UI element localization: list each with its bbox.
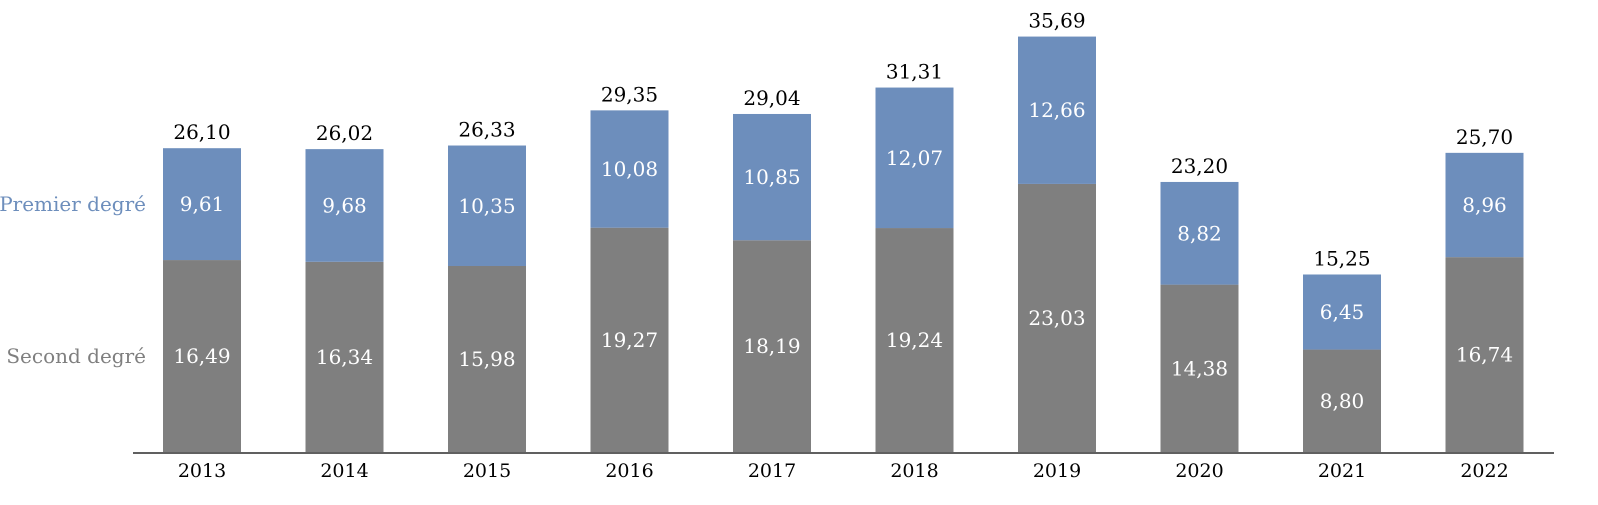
segment-label-premier-2018: 12,07 [886, 146, 943, 170]
bar-premier-2015 [448, 145, 526, 266]
bar-premier-2016 [590, 110, 669, 228]
x-tick-label-2020: 2020 [1175, 460, 1223, 482]
bar-second-2014 [305, 261, 384, 452]
total-label-2020: 23,20 [1171, 154, 1228, 178]
bar-second-2020 [1160, 284, 1239, 452]
segment-label-second-2019: 23,03 [1028, 306, 1085, 330]
x-tick-label-2014: 2014 [320, 460, 368, 482]
x-tick-label-2017: 2017 [748, 460, 796, 482]
bar-premier-2013 [163, 148, 241, 261]
segment-label-premier-2013: 9,61 [180, 192, 225, 216]
legend-label-second-degre: Second degré [6, 344, 146, 368]
segment-label-premier-2022: 8,96 [1462, 193, 1507, 217]
bar-second-2022 [1445, 257, 1524, 452]
total-label-2019: 35,69 [1028, 9, 1085, 33]
segment-label-second-2018: 19,24 [886, 328, 943, 352]
bar-premier-2021 [1303, 274, 1381, 350]
x-tick-label-2015: 2015 [463, 460, 511, 482]
bar-second-2015 [448, 265, 526, 452]
x-tick-label-2013: 2013 [178, 460, 226, 482]
bars-group [163, 36, 1524, 453]
total-label-2015: 26,33 [458, 118, 515, 142]
bar-second-2016 [590, 227, 669, 452]
legend-label-premier-degre: Premier degré [0, 192, 146, 216]
segment-label-premier-2014: 9,68 [322, 193, 367, 217]
total-label-2014: 26,02 [316, 121, 373, 145]
bar-premier-2019 [1018, 36, 1096, 184]
x-tick-label-2022: 2022 [1460, 460, 1508, 482]
total-label-2017: 29,04 [743, 86, 800, 110]
legend: Second degré Premier degré [0, 192, 146, 368]
bar-premier-2014 [305, 149, 384, 262]
segment-label-premier-2020: 8,82 [1177, 221, 1222, 245]
x-tick-label-2021: 2021 [1318, 460, 1366, 482]
segment-label-second-2013: 16,49 [173, 344, 230, 368]
total-labels-group: 26,10 26,02 26,33 29,35 29,04 31,31 35,69 23,20… [173, 9, 1513, 271]
segment-label-premier-2021: 6,45 [1320, 300, 1365, 324]
segment-label-second-2020: 14,38 [1171, 356, 1228, 380]
segment-label-premier-2019: 12,66 [1028, 98, 1085, 122]
segment-label-second-2015: 15,98 [458, 347, 515, 371]
segment-label-premier-2016: 10,08 [601, 157, 658, 181]
bar-second-2018 [875, 228, 954, 452]
segment-label-second-2016: 19,27 [601, 328, 658, 352]
segment-label-second-2022: 16,74 [1456, 343, 1513, 367]
bar-second-2021 [1303, 349, 1381, 452]
segment-label-second-2014: 16,34 [316, 345, 373, 369]
segment-label-second-2021: 8,80 [1320, 389, 1365, 413]
x-tick-label-2018: 2018 [890, 460, 938, 482]
bar-second-2017 [733, 240, 811, 452]
bar-premier-2020 [1160, 181, 1239, 285]
x-tick-label-2019: 2019 [1033, 460, 1081, 482]
total-label-2021: 15,25 [1313, 246, 1370, 270]
bar-premier-2017 [733, 113, 811, 241]
segment-label-second-2017: 18,19 [743, 334, 800, 358]
bar-premier-2018 [875, 87, 954, 229]
segment-labels-group: 16,49 9,61 16,34 9,68 15,98 10,35 19,27 10,08 18… [173, 98, 1513, 413]
x-tick-label-2016: 2016 [605, 460, 653, 482]
bar-second-2019 [1018, 183, 1096, 453]
bar-second-2013 [163, 260, 241, 452]
bar-premier-2022 [1445, 152, 1524, 258]
segment-label-premier-2017: 10,85 [743, 165, 800, 189]
total-label-2013: 26,10 [173, 120, 230, 144]
total-label-2018: 31,31 [886, 60, 943, 84]
total-label-2022: 25,70 [1456, 125, 1513, 149]
x-tick-labels-group: 2013 2014 2015 2016 2017 2018 2019 2020 2021 2022 [178, 460, 1509, 482]
total-label-2016: 29,35 [601, 82, 658, 106]
segment-label-premier-2015: 10,35 [458, 194, 515, 218]
